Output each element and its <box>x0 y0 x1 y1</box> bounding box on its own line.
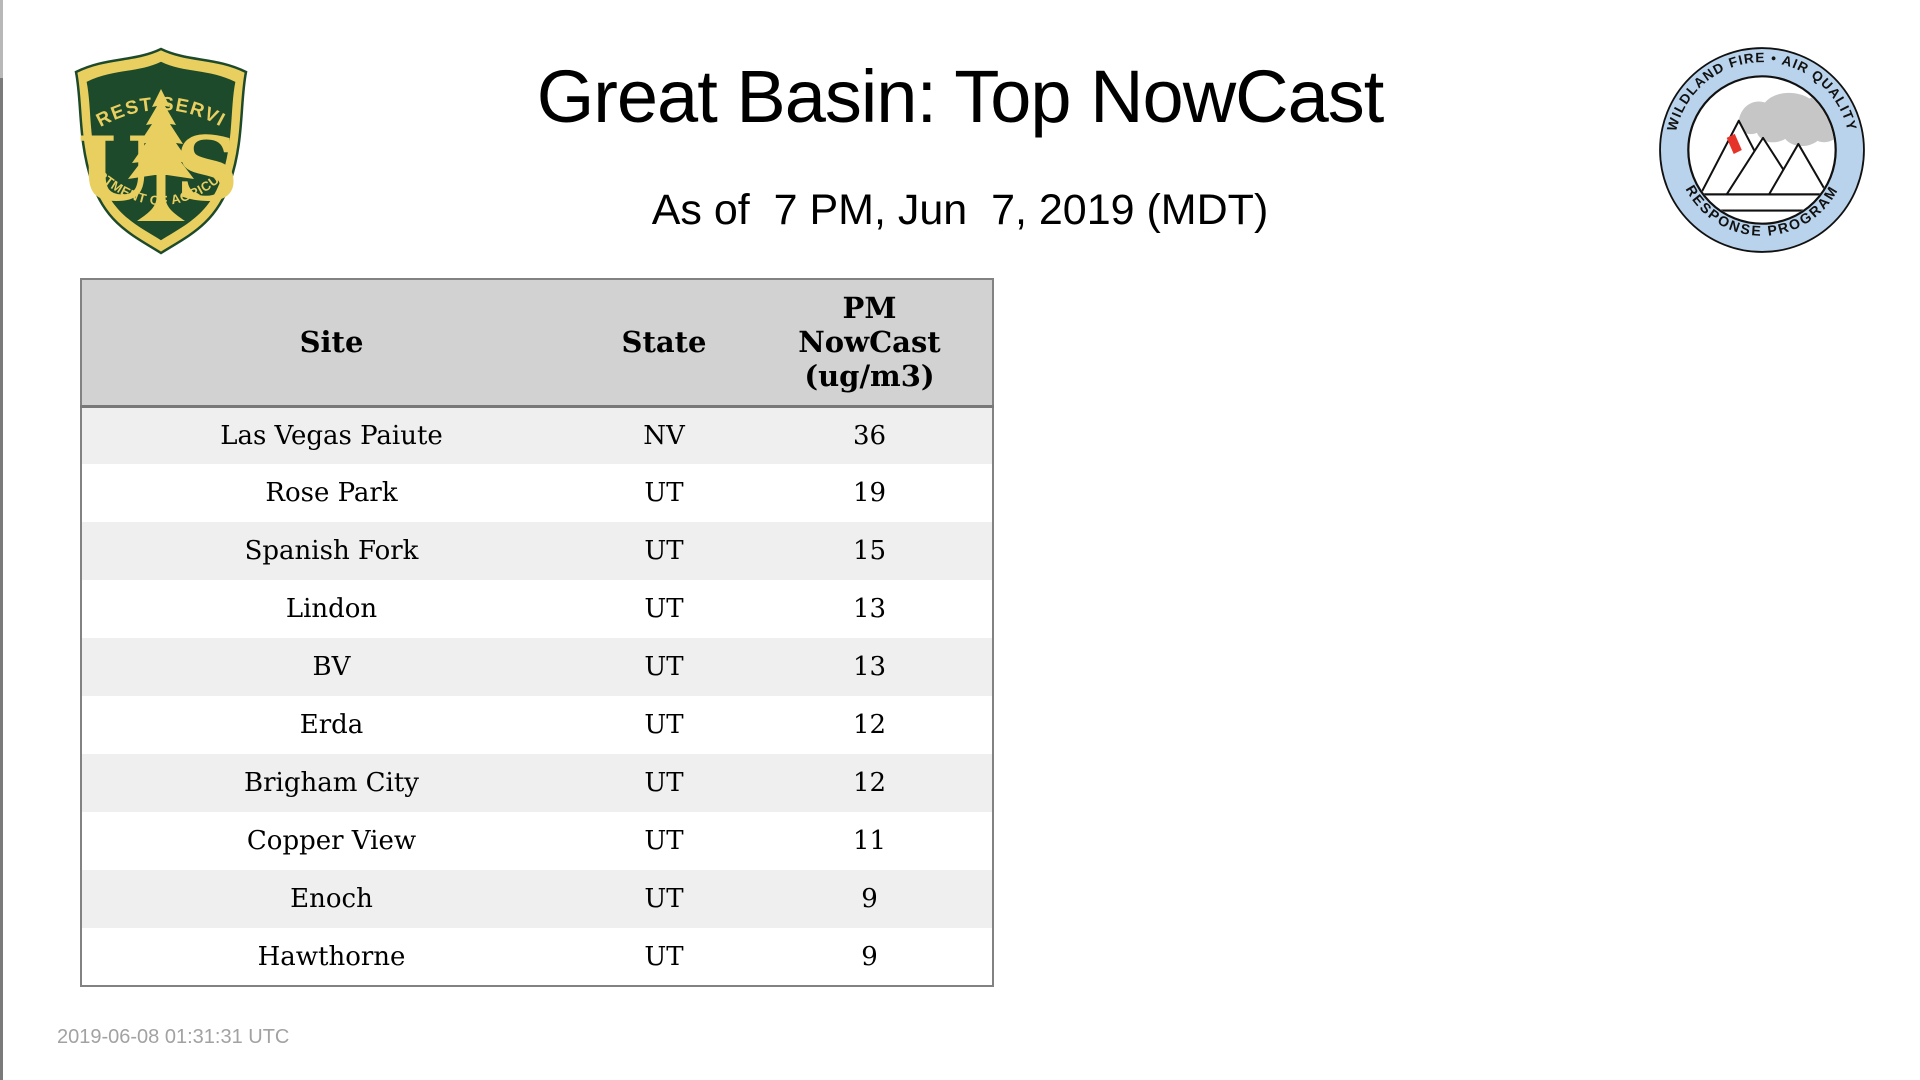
page-subtitle: As of 7 PM, Jun 7, 2019 (MDT) <box>651 186 1269 234</box>
cell-pm-nowcast: 12 <box>852 710 887 740</box>
cell-site: Enoch <box>290 884 373 914</box>
cell-state: UT <box>644 710 684 740</box>
cell-site: Rose Park <box>265 478 398 508</box>
table-row: Enoch UT 9 <box>81 870 993 928</box>
column-header-state: State <box>581 279 747 408</box>
cell-pm-nowcast: 13 <box>852 652 887 682</box>
cell-pm-nowcast: 12 <box>852 768 887 798</box>
cell-site: Copper View <box>246 826 417 856</box>
header-row: Site State PM NowCast (ug/m3) <box>81 279 993 408</box>
window-edge-line <box>0 0 3 1080</box>
table-row: Erda UT 12 <box>81 696 993 754</box>
column-header-state-label: State <box>621 325 707 360</box>
cell-pm-nowcast: 9 <box>861 884 878 914</box>
table-row: Hawthorne UT 9 <box>81 928 993 986</box>
cell-state: UT <box>644 536 684 566</box>
cell-pm-nowcast: 9 <box>861 941 878 972</box>
nowcast-table-header: Site State PM NowCast (ug/m3) <box>81 279 993 408</box>
mountains-icon <box>1699 119 1829 196</box>
cell-site: Las Vegas Paiute <box>220 420 443 451</box>
table-row: Spanish Fork UT 15 <box>81 522 993 580</box>
pine-tree-icon <box>128 89 194 179</box>
cell-pm-nowcast: 13 <box>852 594 887 624</box>
cell-pm-nowcast: 11 <box>852 826 887 856</box>
table-row: Brigham City UT 12 <box>81 754 993 812</box>
table-row: BV UT 13 <box>81 638 993 696</box>
cell-state: UT <box>644 652 684 682</box>
cell-site: Hawthorne <box>257 941 406 972</box>
forest-service-shield-icon: FOREST SERVICE U S DEPARTMENT OF AGRICUL… <box>58 29 248 255</box>
cell-site: Erda <box>299 710 364 740</box>
cell-pm-nowcast: 15 <box>852 536 887 566</box>
pine-tree-trunk <box>137 174 185 221</box>
column-header-pm-nowcast-label: PM NowCast (ug/m3) <box>798 290 941 394</box>
cell-state: UT <box>644 594 684 624</box>
cell-state: UT <box>644 768 684 798</box>
cell-state: NV <box>643 420 685 451</box>
cell-state: UT <box>644 826 684 856</box>
column-header-site-label: Site <box>299 325 364 360</box>
nowcast-table: Site State PM NowCast (ug/m3) Las Vegas … <box>80 278 994 987</box>
table-row: Lindon UT 13 <box>81 580 993 638</box>
cell-pm-nowcast: 19 <box>852 478 887 508</box>
air-quality-program-logo: WILDLAND FIRE • AIR QUALITY RESPONSE PRO… <box>1656 44 1868 256</box>
generated-timestamp: 2019-06-08 01:31:31 UTC <box>57 1026 290 1048</box>
forest-service-logo: FOREST SERVICE U S DEPARTMENT OF AGRICUL… <box>58 29 256 258</box>
nowcast-table-body: Las Vegas Paiute NV 36 Rose Park UT 19 Spanish… <box>81 406 993 986</box>
air-quality-badge-icon: WILDLAND FIRE • AIR QUALITY RESPONSE PRO… <box>1659 47 1865 253</box>
cell-site: Spanish Fork <box>244 536 419 566</box>
cell-state: UT <box>644 941 684 972</box>
column-header-site: Site <box>81 279 581 408</box>
flame-icon <box>1726 133 1742 155</box>
nowcast-table-container: Site State PM NowCast (ug/m3) Las Vegas … <box>80 278 994 987</box>
cell-site: Brigham City <box>243 768 419 798</box>
column-header-pm-nowcast: PM NowCast (ug/m3) <box>747 279 993 408</box>
page-title: Great Basin: Top NowCast <box>536 55 1385 138</box>
cell-site: Lindon <box>285 594 378 624</box>
table-row: Las Vegas Paiute NV 36 <box>81 406 993 464</box>
cell-site: BV <box>312 652 351 682</box>
cell-state: UT <box>644 884 684 914</box>
cell-pm-nowcast: 36 <box>852 420 887 451</box>
table-row: Copper View UT 11 <box>81 812 993 870</box>
table-row: Rose Park UT 19 <box>81 464 993 522</box>
smoke-plume-icon <box>1738 92 1835 146</box>
cell-state: UT <box>644 478 684 508</box>
